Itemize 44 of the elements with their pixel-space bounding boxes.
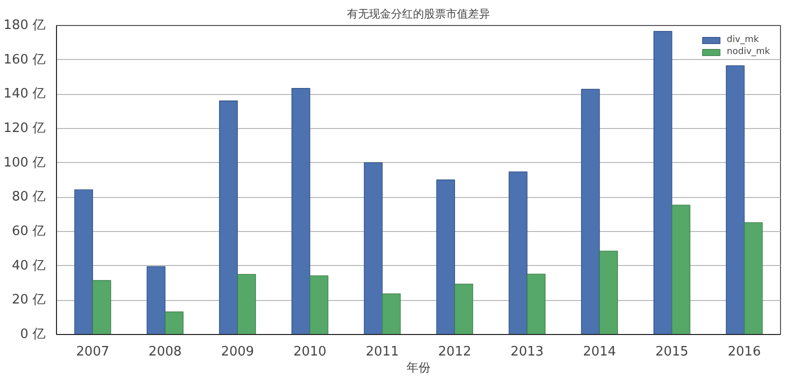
bar	[164, 312, 184, 334]
x-tick-label: 2009	[220, 344, 254, 360]
x-axis-title: 年份	[406, 360, 430, 374]
chart-title: 有无现金分红的股票市值差异	[347, 8, 490, 20]
bar	[292, 88, 310, 334]
y-tick-label: 180 亿	[4, 18, 46, 33]
legend-label: nodiv_mk	[726, 47, 770, 57]
bar	[237, 274, 256, 334]
y-tick-label: 120 亿	[4, 121, 46, 136]
bar	[92, 280, 112, 334]
legend-label: div_mk	[726, 35, 759, 45]
x-tick-label: 2011	[366, 344, 399, 360]
x-tick-label: 2012	[438, 344, 472, 360]
y-tick-label: 140 亿	[4, 86, 46, 102]
bar	[382, 294, 401, 334]
bar	[672, 204, 690, 334]
bar	[508, 171, 528, 334]
y-tick-label: 40 亿	[12, 258, 46, 274]
bar	[654, 31, 672, 334]
bar	[364, 162, 383, 334]
bar	[146, 266, 166, 334]
bar	[526, 274, 546, 334]
x-tick-label: 2007	[76, 344, 110, 360]
x-tick-label: 2013	[510, 344, 544, 360]
y-tick-label: 80 亿	[12, 190, 46, 205]
y-tick-label: 20 亿	[12, 292, 46, 308]
x-tick-label: 2010	[293, 344, 326, 360]
bar	[744, 222, 763, 334]
y-tick-label: 100 亿	[4, 155, 46, 170]
bar	[74, 189, 93, 334]
bar	[599, 250, 618, 334]
y-tick-label: 0 亿	[20, 327, 46, 342]
x-tick-label: 2014	[582, 344, 616, 360]
bar	[726, 65, 745, 334]
bar	[454, 284, 474, 334]
x-tick-label: 2016	[728, 344, 761, 360]
bar	[436, 180, 455, 334]
y-tick-label: 60 亿	[12, 224, 46, 239]
bar	[219, 100, 238, 334]
x-tick-label: 2015	[655, 344, 688, 360]
bar	[310, 275, 328, 334]
y-tick-label: 160 亿	[4, 52, 46, 68]
x-tick-label: 2008	[148, 344, 182, 360]
bar	[581, 88, 600, 334]
